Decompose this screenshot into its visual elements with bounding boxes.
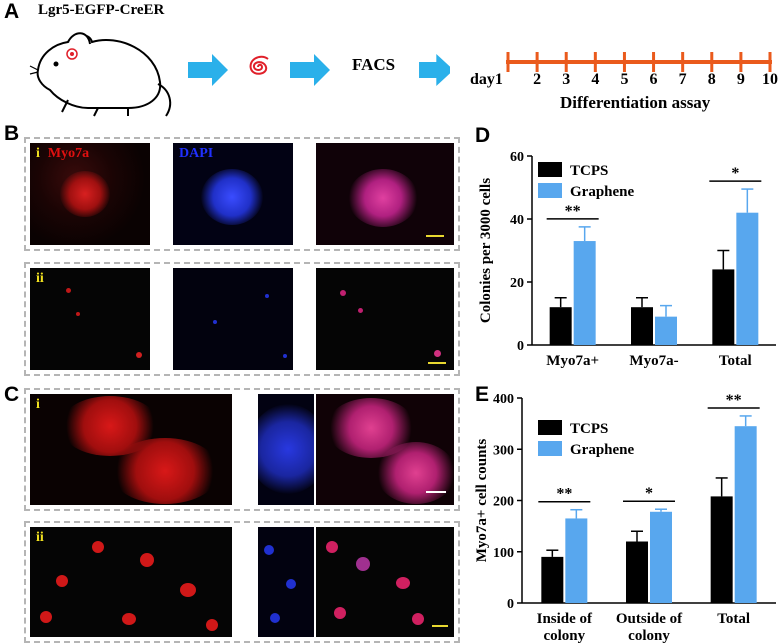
micrograph-c-i-dapi bbox=[258, 394, 314, 505]
micrograph-c-ii-merge bbox=[316, 527, 454, 637]
x-tick-label: Total bbox=[719, 353, 752, 369]
legend-swatch bbox=[538, 420, 562, 435]
timeline-day-label: 7 bbox=[678, 71, 687, 88]
panel-c-ii-frame bbox=[24, 521, 460, 643]
legend-label: Graphene bbox=[570, 442, 635, 458]
panel-letter-e: E bbox=[475, 383, 490, 406]
significance-label: ** bbox=[556, 486, 572, 503]
timeline-day1: day1 bbox=[470, 71, 503, 88]
micrograph-b-ii-merge bbox=[316, 268, 454, 370]
bar bbox=[541, 556, 564, 603]
axes: 0 100 200 300 400 bbox=[493, 392, 776, 612]
y-tick-label: 60 bbox=[510, 150, 524, 165]
y-tick-label: 20 bbox=[510, 276, 524, 291]
bar bbox=[549, 307, 572, 345]
timeline-title: Differentiation assay bbox=[560, 93, 711, 112]
micrograph-c-ii-myo7a: ii bbox=[30, 527, 232, 637]
bar bbox=[710, 496, 733, 603]
timeline-day-label: 2 bbox=[533, 71, 542, 88]
y-tick-label: 100 bbox=[493, 546, 514, 561]
spiral-icon bbox=[249, 55, 269, 75]
y-tick-label: 0 bbox=[517, 339, 524, 354]
arrow-icon bbox=[419, 54, 450, 86]
panel-letter-d: D bbox=[475, 124, 491, 147]
panel-letter-a: A bbox=[4, 0, 20, 23]
micrograph-b-i-myo7a: i Myo7a bbox=[30, 143, 150, 245]
bar bbox=[734, 426, 757, 603]
bar bbox=[655, 316, 677, 345]
x-tick-label: Myo7a- bbox=[629, 353, 678, 369]
y-tick-label: 300 bbox=[493, 443, 514, 458]
x-tick-label: colony bbox=[543, 628, 585, 644]
bar bbox=[565, 518, 588, 603]
panel-letter-b: B bbox=[4, 122, 20, 145]
micrograph-c-i-merge bbox=[316, 394, 454, 505]
timeline-day-label: 9 bbox=[736, 71, 745, 88]
micrograph-c-ii-dapi bbox=[258, 527, 314, 637]
row-label: ii bbox=[36, 530, 44, 545]
panel-b-ii-frame bbox=[24, 262, 460, 376]
timeline-day-label: 4 bbox=[591, 71, 600, 88]
significance-label: ** bbox=[565, 203, 581, 220]
y-tick-label: 0 bbox=[507, 597, 514, 612]
micrograph-b-ii-dapi bbox=[173, 268, 293, 370]
timeline-day-label: 3 bbox=[562, 71, 571, 88]
row-label: ii bbox=[36, 271, 44, 286]
bar bbox=[712, 269, 735, 345]
workflow-arrows bbox=[188, 54, 450, 86]
mouse-icon bbox=[29, 32, 172, 117]
y-axis-label: Colonies per 3000 cells bbox=[478, 178, 494, 323]
legend-swatch bbox=[538, 441, 562, 456]
panel-c-i-frame bbox=[24, 388, 460, 511]
micrograph-b-i-merge bbox=[316, 143, 454, 245]
chart-e: 0 100 200 300 400 Myo7a+ cell counts Inside of… bbox=[474, 392, 776, 644]
channel-label-myo7a: Myo7a bbox=[47, 146, 90, 161]
legend-swatch bbox=[538, 183, 562, 198]
timeline-day-label: 6 bbox=[649, 71, 658, 88]
mouse-strain-label: Lgr5-EGFP-CreER bbox=[38, 2, 165, 18]
y-tick-label: 200 bbox=[493, 495, 514, 510]
significance-label: * bbox=[731, 165, 739, 182]
timeline-day-label: 5 bbox=[620, 71, 629, 88]
significance-label: ** bbox=[726, 392, 742, 409]
axes: 0 20 40 60 bbox=[510, 150, 776, 354]
facs-label: FACS bbox=[352, 55, 396, 74]
timeline-day-label: 10 bbox=[762, 71, 778, 88]
x-tick-label: Inside of bbox=[537, 611, 593, 627]
bar bbox=[573, 241, 596, 345]
x-tick-label: Myo7a+ bbox=[546, 353, 599, 369]
y-axis-label: Myo7a+ cell counts bbox=[474, 439, 490, 563]
panel-b-i-frame bbox=[24, 137, 460, 251]
x-tick-label: Total bbox=[717, 611, 750, 627]
legend-label: TCPS bbox=[570, 421, 608, 437]
significance-label: * bbox=[645, 485, 653, 502]
bar bbox=[631, 307, 653, 345]
row-label: i bbox=[36, 397, 40, 412]
legend-swatch bbox=[538, 162, 562, 177]
panel-letter-c: C bbox=[4, 383, 20, 406]
bar bbox=[626, 541, 648, 603]
bar bbox=[650, 511, 672, 603]
micrograph-c-i-myo7a: i bbox=[30, 394, 232, 505]
x-tick-label: Outside of bbox=[616, 611, 683, 627]
micrograph-b-ii-myo7a: ii bbox=[30, 268, 150, 370]
channel-label-dapi: DAPI bbox=[179, 146, 214, 161]
legend-label: TCPS bbox=[570, 163, 608, 179]
timeline-day-label: 8 bbox=[707, 71, 716, 88]
y-tick-label: 40 bbox=[510, 213, 524, 228]
bar bbox=[736, 212, 759, 345]
chart-d: 0 20 40 60 Colonies per 3000 cells Myo7a+ Myo7… bbox=[478, 150, 776, 369]
timeline bbox=[506, 52, 772, 72]
row-label: i bbox=[36, 146, 40, 161]
arrow-icon bbox=[290, 54, 330, 86]
arrow-icon bbox=[188, 54, 228, 86]
micrograph-b-i-dapi: DAPI bbox=[173, 143, 293, 245]
y-tick-label: 400 bbox=[493, 392, 514, 407]
x-tick-label: colony bbox=[628, 628, 670, 644]
legend-label: Graphene bbox=[570, 184, 635, 200]
